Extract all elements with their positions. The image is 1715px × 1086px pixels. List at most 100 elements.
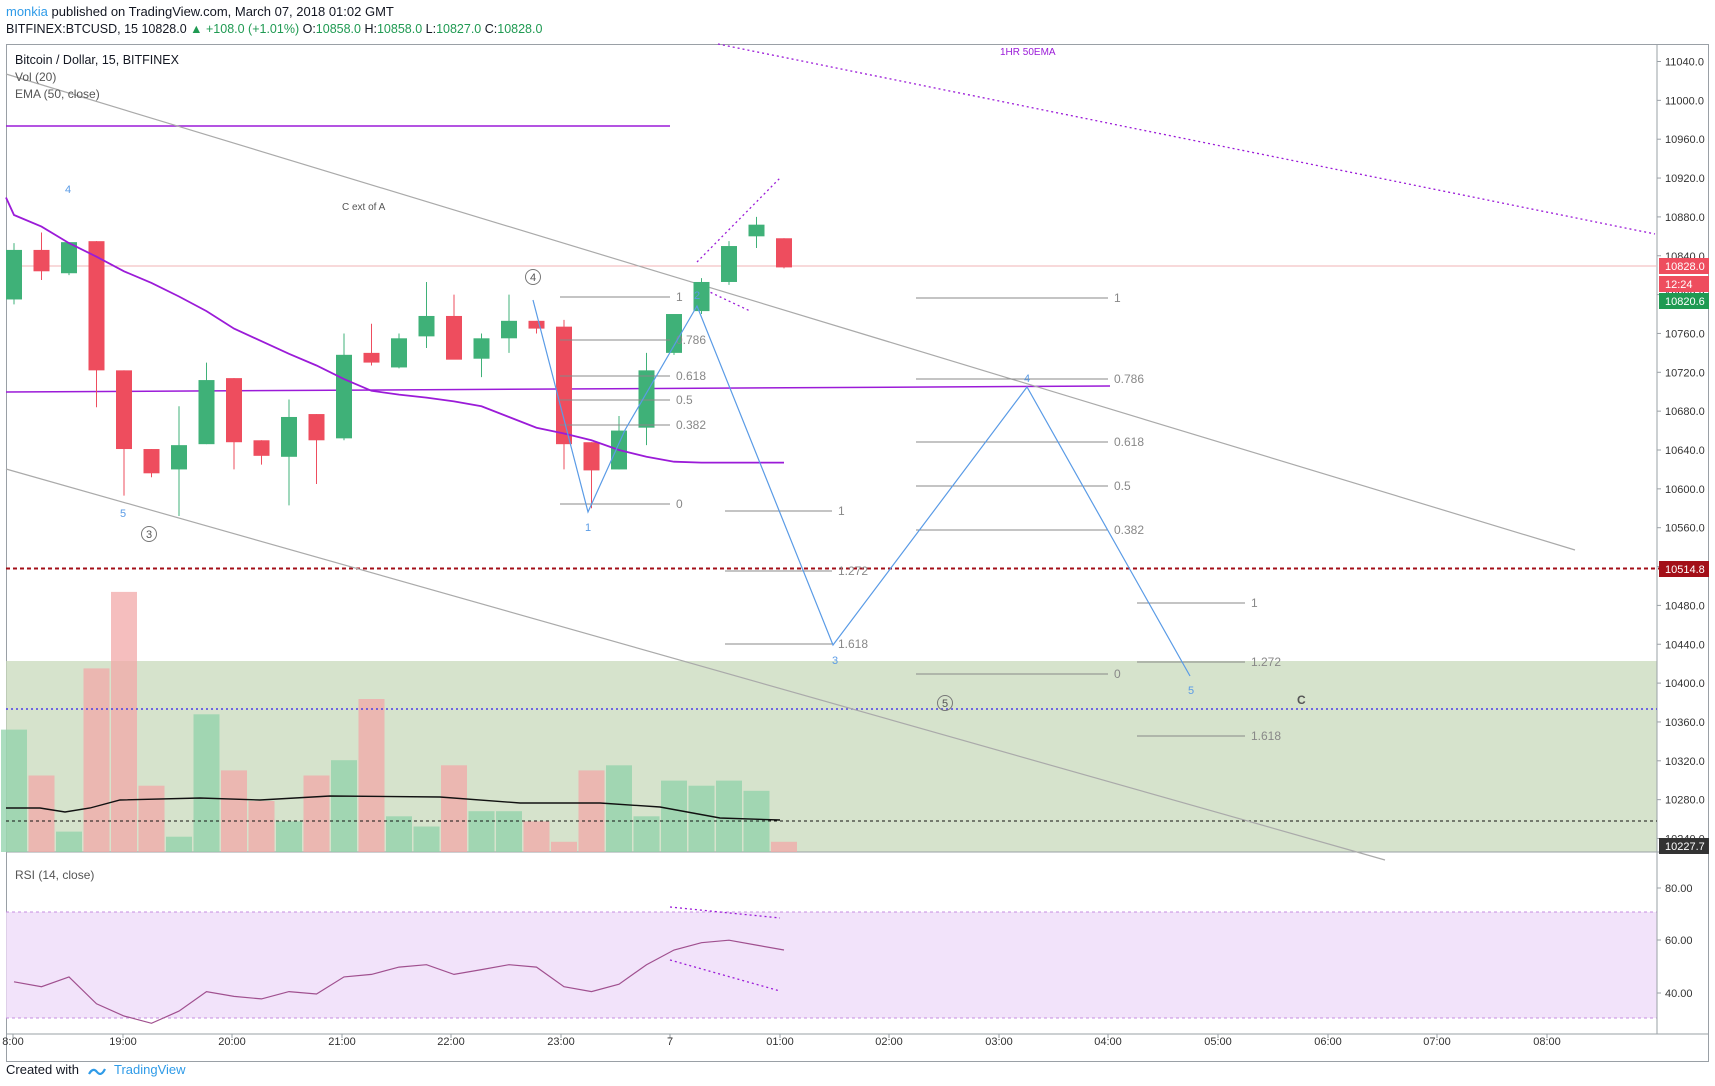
candle-body	[391, 338, 407, 368]
fib-level-label: 1.272	[1251, 655, 1281, 669]
price-badge	[1659, 838, 1709, 854]
fib-level-label: 1	[838, 504, 845, 518]
footer-brand[interactable]: TradingView	[114, 1062, 186, 1077]
candle-body	[143, 449, 160, 474]
candle-body	[556, 326, 572, 445]
rsi-divergence-top	[669, 906, 781, 919]
volume-bar	[688, 785, 715, 852]
candle-body	[473, 338, 490, 359]
price-badge-label: 10227.7	[1665, 841, 1705, 853]
time-tick-label: 03:00	[985, 1036, 1013, 1048]
volume-bar	[221, 770, 247, 852]
rsi-tick-label: 40.00	[1665, 988, 1693, 1000]
wave-label: 5	[1188, 685, 1194, 697]
candle-body	[33, 249, 50, 272]
price-badge-label: 10828.0	[1665, 261, 1705, 273]
fib-level-label: 1	[1114, 291, 1121, 305]
wave-circle	[525, 269, 541, 285]
candle-body	[418, 315, 435, 337]
fib-level-label: 1.272	[838, 564, 868, 578]
annotation-c-ext: C ext of A	[342, 202, 386, 213]
open-label: O:	[302, 22, 316, 36]
time-tick-label: 22:00	[437, 1036, 465, 1048]
volume-bar	[578, 770, 605, 852]
candle-body	[336, 354, 352, 439]
candle-body	[776, 238, 792, 268]
publisher-line: monkia published on TradingView.com, Mar…	[6, 4, 394, 19]
fib-level-label: 0.382	[1114, 523, 1144, 537]
volume-bar	[771, 841, 797, 852]
tradingview-logo-icon	[87, 1065, 107, 1077]
channel-top	[696, 177, 781, 263]
rsi-tick-label: 60.00	[1665, 935, 1693, 947]
price-badge-label: 10820.6	[1665, 296, 1705, 308]
symbol-text: BITFINEX:BTCUSD, 15	[6, 22, 138, 36]
rsi-band	[6, 912, 1657, 1018]
candle-body	[446, 315, 462, 360]
price-tick-label: 11000.0	[1665, 95, 1704, 107]
price-tick-label: 10760.0	[1665, 328, 1705, 340]
candle-body	[363, 352, 380, 363]
volume-bar	[56, 831, 82, 852]
price-tick-label: 10320.0	[1665, 756, 1705, 768]
open-value: 10858.0	[315, 22, 361, 36]
candle-body	[748, 224, 765, 237]
candle-body	[721, 246, 737, 282]
close-value: 10828.0	[497, 22, 543, 36]
price-tick-label: 10640.0	[1665, 445, 1705, 457]
price-tick-label: 10720.0	[1665, 367, 1705, 379]
candle-body	[198, 380, 215, 445]
wave-projection-path	[532, 299, 1191, 677]
candle-body	[61, 242, 77, 274]
time-tick-label: 01:00	[766, 1036, 794, 1048]
candle-body	[6, 249, 22, 300]
close-label: C:	[484, 22, 498, 36]
wave-label: 5	[120, 508, 126, 520]
volume-bar	[331, 760, 357, 852]
fib-level-label: 0	[676, 497, 683, 511]
wave-label: 1	[585, 522, 591, 534]
fib-level-label: 1	[1251, 596, 1258, 610]
wave-label: 5	[942, 698, 948, 710]
candle-body	[583, 442, 600, 471]
price-badge	[1659, 293, 1709, 309]
support-zone	[6, 661, 1657, 852]
fib-level-label: 0.786	[676, 333, 706, 347]
candle-body	[308, 414, 325, 441]
time-tick-label: 20:00	[218, 1036, 246, 1048]
rsi-line	[13, 939, 785, 1024]
wave-label: 3	[146, 529, 152, 541]
legend-vol: Vol (20)	[15, 70, 56, 84]
candle-body	[528, 320, 545, 329]
rsi-legend: RSI (14, close)	[15, 868, 94, 882]
volume-bar	[358, 699, 385, 852]
author-link[interactable]: monkia	[6, 4, 48, 19]
trendline-upper	[5, 73, 1576, 551]
volume-bar	[413, 826, 440, 852]
volume-bar	[166, 836, 192, 852]
volume-bar	[1, 729, 27, 852]
volume-bar	[83, 668, 110, 852]
ema-1hr-trend	[717, 43, 1656, 235]
candle-body	[638, 370, 655, 428]
time-tick-label: 05:00	[1204, 1036, 1232, 1048]
volume-bar	[716, 780, 742, 852]
rsi-divergence-bottom	[669, 959, 781, 992]
change-text: ▲ +108.0 (+1.01%)	[190, 22, 300, 36]
price-badge-label: 10514.8	[1665, 564, 1705, 576]
fib-level-label: 1.618	[1251, 729, 1281, 743]
low-value: 10827.0	[436, 22, 482, 36]
fib-level-label: 0.618	[1114, 435, 1144, 449]
time-tick-label: 23:00	[547, 1036, 575, 1048]
ema-50-line	[5, 197, 784, 464]
fib-level-label: 0.5	[676, 393, 693, 407]
volume-bar	[661, 780, 687, 852]
ohlc-line: BITFINEX:BTCUSD, 15 10828.0 ▲ +108.0 (+1…	[6, 22, 542, 36]
candle-body	[253, 440, 270, 456]
volume-bar	[606, 765, 632, 852]
volume-bar	[496, 811, 522, 852]
fib-level-label: 0.618	[676, 369, 706, 383]
candle-body	[501, 320, 517, 339]
legend-title: Bitcoin / Dollar, 15, BITFINEX	[15, 53, 180, 67]
